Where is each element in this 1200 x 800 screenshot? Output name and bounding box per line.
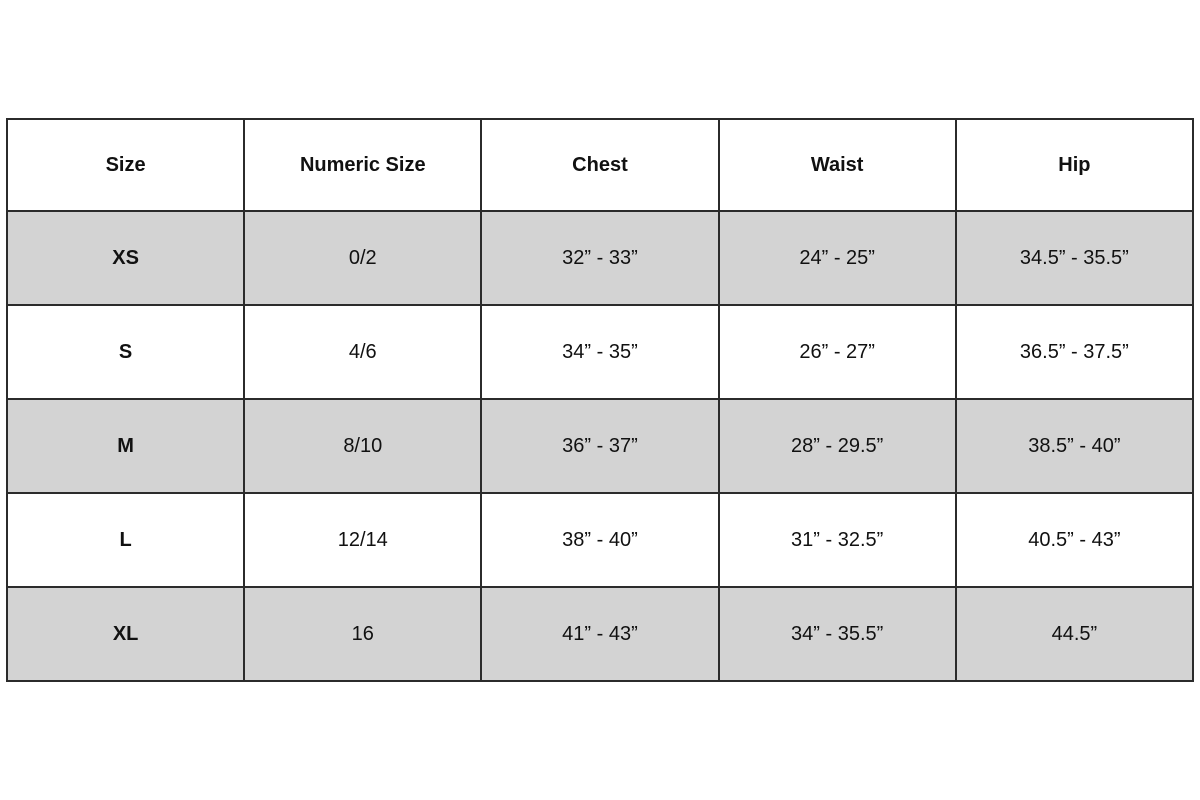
cell-size: XS <box>5 210 246 306</box>
cell-chest: 34” - 35” <box>480 304 720 400</box>
cell-chest: 41” - 43” <box>480 586 720 682</box>
cell-size: M <box>5 398 246 494</box>
cell-size: S <box>5 304 246 400</box>
cell-numeric-size: 12/14 <box>243 492 483 588</box>
cell-size: XL <box>5 586 246 682</box>
cell-hip: 40.5” - 43” <box>954 492 1195 588</box>
cell-hip: 44.5” <box>954 586 1195 682</box>
cell-hip: 38.5” - 40” <box>954 398 1195 494</box>
cell-numeric-size: 0/2 <box>243 210 483 306</box>
cell-numeric-size: 4/6 <box>243 304 483 400</box>
cell-waist: 34” - 35.5” <box>717 586 957 682</box>
cell-size: L <box>5 492 246 588</box>
header-cell-numeric-size: Numeric Size <box>243 118 483 212</box>
table-row: L 12/14 38” - 40” 31” - 32.5” 40.5” - 43… <box>5 492 1195 588</box>
table-row: M 8/10 36” - 37” 28” - 29.5” 38.5” - 40” <box>5 398 1195 494</box>
header-cell-size: Size <box>5 118 246 212</box>
cell-waist: 31” - 32.5” <box>717 492 957 588</box>
header-row: Size Numeric Size Chest Waist Hip <box>5 118 1195 212</box>
cell-chest: 36” - 37” <box>480 398 720 494</box>
cell-numeric-size: 16 <box>243 586 483 682</box>
header-cell-waist: Waist <box>717 118 957 212</box>
cell-hip: 36.5” - 37.5” <box>954 304 1195 400</box>
table-row: S 4/6 34” - 35” 26” - 27” 36.5” - 37.5” <box>5 304 1195 400</box>
cell-chest: 32” - 33” <box>480 210 720 306</box>
header-cell-hip: Hip <box>954 118 1195 212</box>
cell-waist: 28” - 29.5” <box>717 398 957 494</box>
cell-waist: 26” - 27” <box>717 304 957 400</box>
cell-waist: 24” - 25” <box>717 210 957 306</box>
cell-numeric-size: 8/10 <box>243 398 483 494</box>
cell-hip: 34.5” - 35.5” <box>954 210 1195 306</box>
table-row: XS 0/2 32” - 33” 24” - 25” 34.5” - 35.5” <box>5 210 1195 306</box>
size-chart-table: Size Numeric Size Chest Waist Hip XS 0/2… <box>5 118 1195 682</box>
cell-chest: 38” - 40” <box>480 492 720 588</box>
table-row: XL 16 41” - 43” 34” - 35.5” 44.5” <box>5 586 1195 682</box>
header-cell-chest: Chest <box>480 118 720 212</box>
